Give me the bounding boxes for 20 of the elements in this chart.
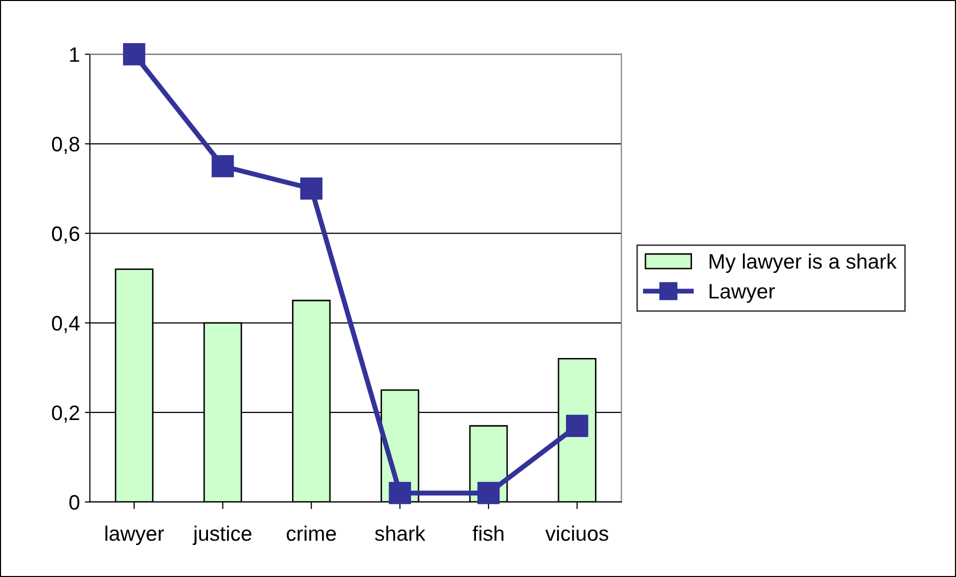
x-tick-label: lawyer	[105, 526, 164, 546]
y-tick-label: 0,2	[52, 405, 80, 423]
legend-label: Lawyer	[710, 284, 775, 303]
x-tick-label: shark	[375, 526, 426, 541]
point	[212, 155, 234, 178]
x-tick-label: fish	[472, 526, 504, 541]
point	[477, 482, 500, 504]
point	[566, 414, 588, 437]
point	[300, 177, 322, 200]
legend-label: My lawyer is a shark	[710, 253, 897, 273]
y-tick-label: 0	[69, 494, 80, 510]
point	[123, 43, 146, 66]
x-tick-label: justice	[192, 526, 252, 546]
y-tick-label: 0,8	[52, 136, 80, 154]
y-tick-label: 1	[70, 47, 80, 62]
x-tick-label: viciuos	[545, 526, 608, 541]
point	[388, 482, 412, 504]
y-tick-label: 0,6	[52, 226, 80, 244]
y-tick-label: 0,4	[52, 316, 80, 334]
x-tick-label: crime	[286, 526, 336, 541]
